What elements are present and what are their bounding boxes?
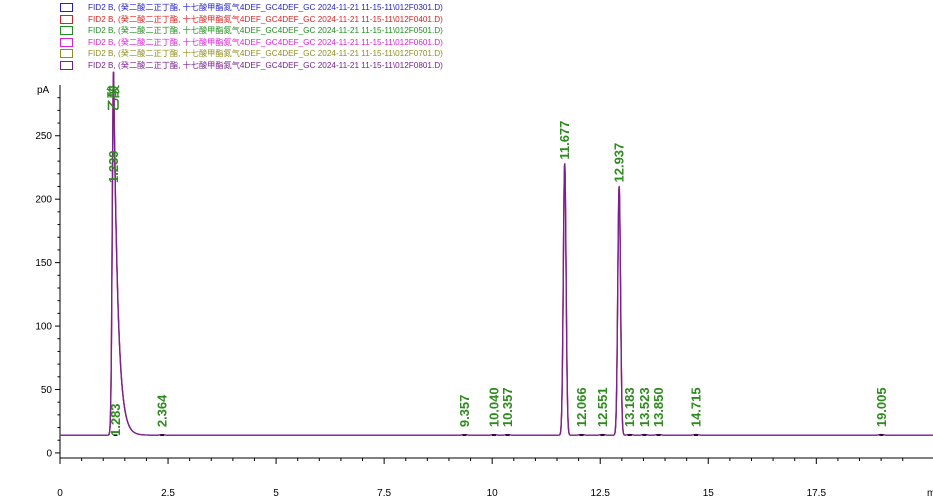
peak-label: 13.850 bbox=[651, 387, 666, 427]
peak-label: 11.677 bbox=[557, 121, 572, 160]
peak-label: 10.040 bbox=[486, 387, 501, 427]
trace-line bbox=[60, 72, 933, 436]
legend-swatch bbox=[60, 60, 73, 70]
legend-swatch bbox=[60, 49, 73, 58]
legend-label: FID2 B, (癸二酸二正丁酯, 十七酸甲酯氮气4DEF_GC4DEF_GC … bbox=[88, 49, 443, 58]
peak-label: 13.523 bbox=[637, 387, 652, 427]
x-tick-label: 2.5 bbox=[161, 488, 175, 499]
peak-label: 12.937 bbox=[612, 143, 627, 183]
x-tick-label: 10 bbox=[487, 488, 499, 499]
y-axis-label: pA bbox=[37, 85, 50, 96]
x-tick-label: 15 bbox=[703, 488, 715, 499]
y-tick-label: 50 bbox=[41, 385, 53, 396]
chart-axes: 0 50 100 150 200 250 pA 0 2.5 5 7.5 10 12.5 15 17.5 mi bbox=[35, 85, 933, 499]
y-tick-label: 200 bbox=[35, 195, 52, 206]
legend-label: FID2 B, (癸二酸二正丁酯, 十七酸甲酯氮气4DEF_GC4DEF_GC … bbox=[88, 3, 443, 12]
trace-line bbox=[60, 71, 933, 436]
legend-swatch bbox=[60, 14, 73, 24]
x-tick-label: 0 bbox=[57, 488, 63, 499]
y-tick-label: 150 bbox=[35, 258, 52, 269]
peak-label: 13.183 bbox=[622, 387, 637, 427]
legend-label: FID2 B, (癸二酸二正丁酯, 十七酸甲酯氮气4DEF_GC4DEF_GC … bbox=[88, 37, 443, 47]
legend-swatch bbox=[60, 3, 73, 12]
trace-line bbox=[60, 71, 933, 436]
x-tick-label: 17.5 bbox=[807, 488, 827, 499]
peak-label: 12.551 bbox=[595, 387, 610, 427]
legend-label: FID2 B, (癸二酸二正丁酯, 十七酸甲酯氮气4DEF_GC4DEF_GC … bbox=[88, 60, 443, 70]
peak-label: 19.005 bbox=[874, 387, 889, 427]
trace-line bbox=[60, 72, 933, 436]
peak-label: 9.357 bbox=[457, 395, 472, 428]
y-tick-label: 250 bbox=[35, 131, 52, 142]
peak-label: 1.239 bbox=[106, 150, 121, 183]
legend-label: FID2 B, (癸二酸二正丁酯, 十七酸甲酯氮气4DEF_GC4DEF_GC … bbox=[88, 26, 443, 35]
peak-label: 2.364 bbox=[155, 394, 170, 427]
y-tick-label: 0 bbox=[46, 448, 52, 459]
x-axis-label: mi bbox=[927, 488, 933, 499]
legend-swatch bbox=[60, 37, 73, 47]
trace-line bbox=[60, 71, 933, 436]
x-tick-label: 5 bbox=[273, 488, 279, 499]
x-tick-label: 7.5 bbox=[377, 488, 391, 499]
peak-label: 12.066 bbox=[574, 387, 589, 427]
legend-label: FID2 B, (癸二酸二正丁酯, 十七酸甲酯氮气4DEF_GC4DEF_GC … bbox=[88, 14, 443, 24]
chart-traces bbox=[60, 71, 933, 436]
peak-label: 10.357 bbox=[500, 387, 515, 427]
trace-line bbox=[60, 72, 933, 436]
peak-label: 1.283 bbox=[108, 403, 123, 436]
peak-top-label: 乙酸 bbox=[106, 84, 121, 111]
y-tick-label: 100 bbox=[35, 322, 52, 333]
peak-label: 14.715 bbox=[688, 387, 703, 427]
legend-swatch bbox=[60, 26, 73, 35]
x-tick-label: 12.5 bbox=[590, 488, 610, 499]
